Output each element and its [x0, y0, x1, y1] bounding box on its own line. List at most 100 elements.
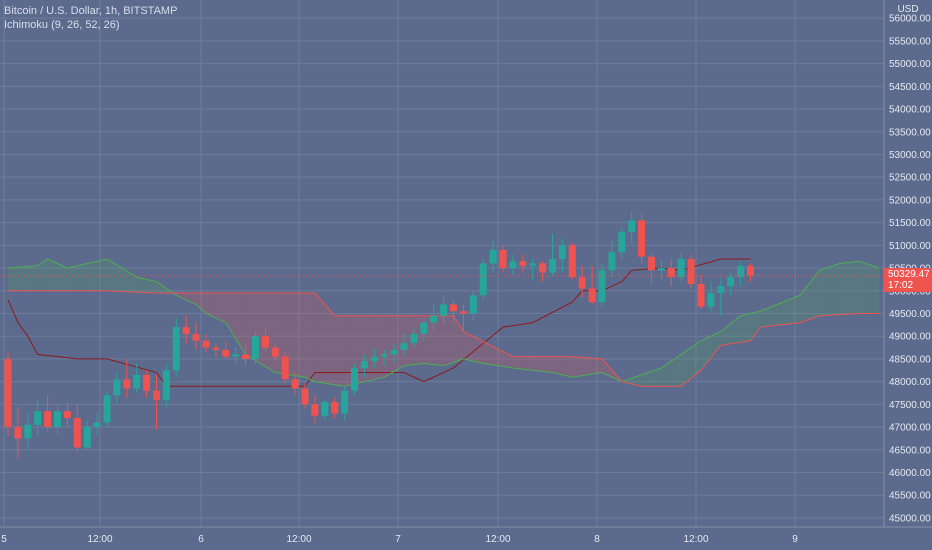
time-axis-panel	[0, 527, 932, 550]
ichimoku-cloud-segment	[72, 265, 78, 291]
ichimoku-cloud-segment	[319, 298, 325, 384]
candle-down	[459, 311, 467, 314]
candle-up	[608, 252, 616, 271]
ichimoku-cloud-segment	[666, 361, 672, 387]
candle-up	[430, 315, 438, 323]
candle-down	[73, 417, 81, 448]
ichimoku-cloud-segment	[656, 367, 662, 387]
ichimoku-cloud-segment	[399, 315, 404, 369]
candle-up	[103, 395, 111, 423]
ichimoku-cloud-segment	[507, 354, 513, 368]
ichimoku-cloud-segment	[235, 293, 241, 347]
ichimoku-cloud-segment	[82, 263, 88, 291]
y-tick-label: 54000.00	[889, 105, 931, 116]
x-tick-label: 5	[1, 534, 7, 545]
ichimoku-cloud-segment	[512, 356, 518, 369]
ichimoku-cloud-segment	[22, 266, 28, 291]
ichimoku-cloud-segment	[864, 262, 870, 314]
candle-up	[232, 354, 240, 357]
candle-up	[321, 402, 329, 416]
ichimoku-cloud-segment	[468, 334, 474, 362]
span-b-line	[8, 290, 880, 387]
ichimoku-cloud-segment	[795, 295, 800, 324]
y-tick-label: 52000.00	[889, 195, 931, 206]
ichimoku-cloud-segment	[324, 304, 330, 384]
ichimoku-cloud-segment	[800, 289, 805, 323]
x-tick-label: 12:00	[683, 534, 708, 545]
candle-down	[4, 358, 12, 428]
candle-down	[291, 379, 299, 389]
ichimoku-cloud-segment	[730, 319, 736, 344]
candle-up	[360, 361, 368, 368]
ichimoku-cloud-segment	[161, 285, 167, 294]
ichimoku-cloud-segment	[12, 267, 18, 291]
ichimoku-cloud-segment	[567, 356, 573, 378]
ichimoku-cloud-segment	[300, 293, 305, 378]
ichimoku-cloud-segment	[661, 364, 667, 387]
ichimoku-cloud-segment	[314, 293, 320, 383]
base-line	[7, 258, 751, 387]
ichimoku-cloud-segment	[151, 280, 157, 294]
ichimoku-cloud-segment	[107, 258, 112, 291]
candle-down	[281, 356, 289, 380]
candle-down	[687, 258, 695, 284]
ichimoku-cloud-segment	[577, 357, 583, 377]
ichimoku-cloud-segment	[191, 293, 197, 305]
candle-up	[341, 390, 349, 414]
chart-legend: Bitcoin / U.S. Dollar, 1h, BITSTAMP Ichi…	[4, 4, 177, 32]
ichimoku-cloud-segment	[126, 271, 132, 292]
ichimoku-cloud-segment	[379, 315, 385, 379]
ichimoku-cloud-segment	[710, 333, 716, 358]
y-tick-label: 51000.00	[889, 241, 931, 252]
candle-down	[519, 261, 527, 266]
y-tick-label: 45000.00	[889, 513, 931, 524]
ichimoku-cloud-segment	[537, 356, 543, 372]
y-tick-label: 53000.00	[889, 150, 931, 161]
ichimoku-cloud-segment	[790, 297, 796, 324]
x-tick-label: 6	[198, 534, 204, 545]
ichimoku-cloud-segment	[804, 282, 810, 321]
ichimoku-cloud-segment	[349, 315, 355, 386]
ichimoku-cloud-segment	[696, 340, 701, 375]
ichimoku-cloud-segment	[280, 293, 286, 375]
candle-down	[63, 411, 71, 418]
ichimoku-cloud-segment	[210, 293, 216, 319]
candle-down	[44, 411, 52, 428]
ichimoku-cloud-segment	[443, 315, 449, 366]
y-tick-label: 45500.00	[889, 491, 931, 502]
candle-up	[549, 258, 556, 273]
ichimoku-cloud-segment	[17, 266, 23, 291]
ichimoku-cloud-segment	[844, 262, 850, 315]
ichimoku-cloud-segment	[498, 349, 503, 367]
y-tick-label: 56000.00	[889, 14, 931, 25]
candle-up	[529, 263, 537, 266]
ichimoku-cloud-segment	[116, 265, 122, 292]
ichimoku-cloud-segment	[572, 356, 578, 378]
ichimoku-cloud-segment	[438, 315, 444, 366]
candle-down	[311, 404, 319, 416]
ichimoku-cloud-segment	[483, 341, 489, 365]
candle-down	[143, 374, 151, 391]
ichimoku-cloud-segment	[215, 293, 221, 321]
ichimoku-cloud-segment	[8, 267, 13, 291]
candle-down	[242, 354, 250, 359]
candle-up	[598, 270, 606, 303]
ichimoku-cloud-segment	[305, 293, 310, 380]
ichimoku-cloud-segment	[389, 315, 395, 375]
ichimoku-cloud-segment	[765, 307, 771, 327]
ichimoku-cloud-segment	[92, 261, 98, 291]
ichimoku-cloud-segment	[433, 315, 439, 366]
ichimoku-cloud-segment	[62, 265, 68, 291]
ichimoku-cloud-segment	[32, 265, 38, 291]
ichimoku-cloud-segment	[176, 293, 182, 298]
x-tick-label: 12:00	[286, 534, 311, 545]
ichimoku-cloud-segment	[671, 357, 677, 387]
candle-up	[113, 379, 121, 396]
ichimoku-cloud-segment	[869, 264, 875, 314]
ichimoku-cloud-segment	[597, 358, 602, 374]
ichimoku-cloud-segment	[220, 293, 226, 323]
candle-up	[509, 261, 517, 269]
candle-up	[380, 354, 388, 357]
